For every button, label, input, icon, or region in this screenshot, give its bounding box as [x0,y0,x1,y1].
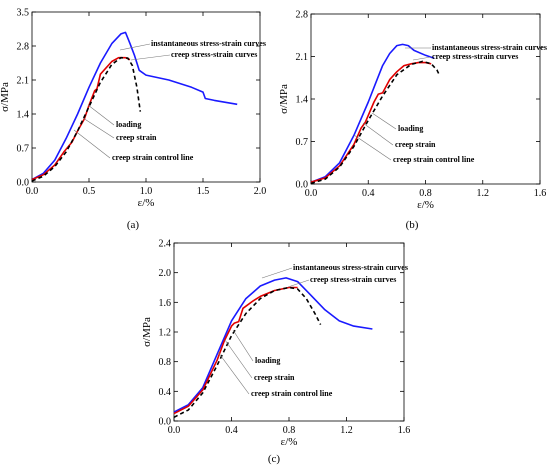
x-tick-label: 1.2 [477,188,490,199]
annotation-label: creep stress-strain curves [171,50,257,59]
annotation-label: loading [255,356,280,365]
x-axis-label: ε/% [281,436,298,448]
annotation-leader [371,112,397,130]
chart-panel: 0.0 0.5 1.0 1.5 2.0 0.0 0.7 1.4 2.1 2.8 3.5 ε/% σ/MP… [0,8,266,232]
y-tick-label: 0.0 [17,178,30,189]
series-line [310,60,441,185]
y-axis-label: σ/MPa [141,317,153,347]
panel-label: (a) [127,219,140,231]
annotation-leader [119,43,151,51]
x-tick-label: 0.8 [419,188,432,199]
annotation-leader [82,117,115,139]
annotation-leader [73,129,111,159]
annotation-leader [362,122,394,146]
annotation-leader [130,54,171,61]
y-tick-label: 1.2 [159,328,172,339]
y-tick-label: 2.8 [296,10,309,21]
annotation-label: creep strain control line [393,155,475,164]
series-line [310,61,432,183]
x-tick-label: 1.2 [340,425,353,436]
x-tick-label: 1.6 [534,188,547,199]
annotation-label: instantaneous stress-strain curves [432,43,547,52]
x-tick-label: 2.0 [254,186,267,197]
annotation-leader [287,279,310,288]
x-tick-label: 0.0 [305,188,318,199]
annotation-leader [412,56,432,61]
annotation-leader [224,339,253,379]
y-tick-label: 1.6 [159,298,172,309]
x-axis-label: ε/% [138,197,155,209]
x-tick-label: 0.0 [168,425,181,436]
annotation-label: creep strain control line [251,389,333,398]
x-axis-label: ε/% [417,199,434,211]
annotation-leader [261,267,293,279]
y-tick-label: 0.4 [159,387,172,398]
x-tick-label: 0.5 [83,186,96,197]
annotation-leader [353,134,392,161]
y-tick-label: 1.4 [296,95,309,106]
series-line [31,56,142,182]
y-tick-label: 2.4 [159,239,172,250]
annotation-label: creep strain [395,140,436,149]
annotation-label: creep strain control line [112,153,194,162]
y-tick-label: 3.5 [17,8,30,19]
annotation-label: loading [116,120,141,129]
annotation-label: instantaneous stress-strain curves [151,39,266,48]
y-tick-label: 0.7 [17,144,30,155]
panel-label: (b) [406,219,419,231]
annotation-label: creep strain [116,133,157,142]
annotation-leader [217,351,250,395]
y-tick-label: 0.0 [296,180,309,191]
y-tick-label: 2.1 [17,76,30,87]
y-tick-label: 0.0 [159,417,172,428]
y-tick-label: 2.0 [159,268,172,279]
panel-label: (c) [268,453,281,465]
x-tick-label: 0.8 [283,425,296,436]
y-axis-label: σ/MPa [278,84,290,114]
x-tick-label: 1.5 [197,186,210,197]
annotation-label: loading [398,124,423,133]
y-tick-label: 2.1 [296,52,309,63]
annotation-leader [232,329,254,362]
x-tick-label: 1.0 [140,186,153,197]
chart-panel: 0.0 0.4 0.8 1.2 1.6 0.0 0.4 0.8 1.2 1.6 2.0 2.4 ε/% σ… [141,239,410,466]
y-tick-label: 0.7 [296,137,309,148]
annotation-label: instantaneous stress-strain curves [293,263,408,272]
x-tick-label: 0.0 [26,186,39,197]
series-line [31,56,131,181]
y-axis-label: σ/MPa [0,82,11,112]
y-tick-label: 0.8 [159,357,172,368]
x-tick-label: 1.6 [398,425,411,436]
series-line [310,43,435,183]
y-tick-label: 2.8 [17,42,30,53]
y-tick-label: 1.4 [17,110,30,121]
annotation-label: creep stress-strain curves [432,52,518,61]
x-tick-label: 0.4 [225,425,238,436]
annotation-leader [87,104,115,126]
chart-panel: 0.0 0.4 0.8 1.2 1.6 0.0 0.7 1.4 2.1 2.8 ε/% σ/MPa in… [278,10,547,232]
x-tick-label: 0.4 [362,188,375,199]
series-line [31,31,238,181]
annotation-label: creep stress-strain curves [310,275,396,284]
series-line [173,286,322,419]
annotation-label: creep strain [254,373,295,382]
series-line [173,277,373,413]
